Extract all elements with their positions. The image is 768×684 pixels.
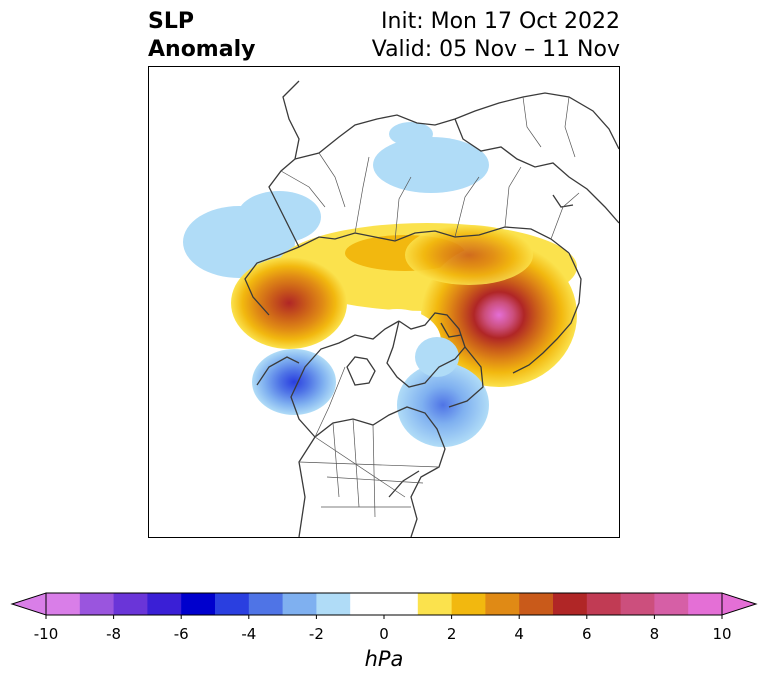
negative-anomaly-scandinavia bbox=[373, 137, 489, 193]
colorbar-cell bbox=[79, 593, 115, 615]
anomaly-shading bbox=[183, 122, 577, 447]
colorbar-cell bbox=[384, 593, 419, 615]
colorbar-cell bbox=[485, 593, 520, 615]
colorbar-cell bbox=[215, 593, 250, 615]
colorbar-cell bbox=[688, 593, 723, 615]
init-date-label: Init: Mon 17 Oct 2022 bbox=[381, 9, 620, 34]
colorbar-cell bbox=[519, 593, 554, 615]
colorbar-extend-max bbox=[721, 592, 758, 616]
colorbar-tick-label: 6 bbox=[582, 625, 592, 643]
colorbar-tick-label: 0 bbox=[379, 625, 389, 643]
anomaly-map bbox=[183, 80, 619, 537]
colorbar-tick-label: -10 bbox=[33, 625, 59, 643]
colorbar-tick-label: 4 bbox=[514, 625, 524, 643]
colorbar-tick-label: 8 bbox=[649, 625, 660, 643]
colorbar-cell bbox=[316, 593, 351, 615]
colorbar-tick-label: -2 bbox=[308, 625, 324, 643]
colorbar-tick-label: -8 bbox=[106, 625, 122, 643]
colorbar-cell bbox=[282, 593, 317, 615]
colorbar-tick-label: -6 bbox=[173, 625, 189, 643]
colorbar-cell bbox=[417, 593, 453, 615]
colorbar-cell bbox=[113, 593, 148, 615]
negative-anomaly-north-pacific-tail bbox=[237, 191, 321, 243]
colorbar-cell bbox=[451, 593, 486, 615]
colorbar-cell bbox=[586, 593, 622, 615]
colorbar-unit-label: hPa bbox=[364, 647, 404, 671]
positive-anomaly-east-siberia bbox=[405, 225, 533, 285]
colorbar-cells bbox=[10, 592, 758, 619]
title-line-anomaly: Anomaly bbox=[148, 37, 256, 62]
colorbar-cell bbox=[350, 593, 385, 615]
colorbar-cell bbox=[620, 593, 655, 615]
chart-title-left: SLP Anomaly bbox=[148, 8, 255, 64]
colorbar-cell bbox=[46, 593, 81, 615]
colorbar-cell bbox=[181, 593, 216, 615]
colorbar-cell bbox=[553, 593, 588, 615]
political-borders bbox=[280, 96, 580, 518]
colorbar-outline bbox=[45, 592, 723, 616]
colorbar-tick-label: 10 bbox=[712, 625, 732, 643]
chart-title-right: Init: Mon 17 Oct 2022 Valid: 05 Nov – 11… bbox=[372, 8, 620, 64]
valid-date-label: Valid: 05 Nov – 11 Nov bbox=[371, 37, 620, 62]
colorbar-tick-label: 2 bbox=[446, 625, 457, 643]
negative-anomaly-north-atlantic-tip bbox=[415, 337, 459, 377]
colorbar-extend-min bbox=[10, 592, 47, 616]
colorbar-cell bbox=[654, 593, 689, 615]
positive-anomaly-alaska-bering bbox=[231, 257, 347, 349]
colorbar-cell bbox=[147, 593, 182, 615]
title-line-field: SLP bbox=[148, 9, 194, 34]
map-panel bbox=[148, 66, 620, 538]
negative-anomaly-greenland-sea bbox=[389, 122, 433, 146]
colorbar-cell bbox=[248, 593, 284, 615]
colorbar bbox=[10, 592, 758, 619]
colorbar-tick-label: -4 bbox=[241, 625, 257, 643]
